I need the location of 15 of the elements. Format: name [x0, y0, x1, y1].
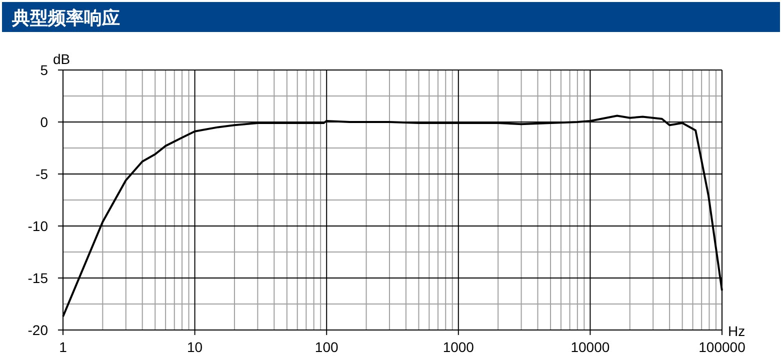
x-tick-label: 100: [314, 339, 338, 355]
y-tick-label: 5: [40, 62, 48, 78]
y-axis-title: dB: [53, 51, 70, 67]
y-tick-label: -10: [28, 218, 48, 234]
y-tick-label: -15: [28, 270, 48, 286]
x-tick-label: 10: [187, 339, 203, 355]
chart-title: 典型频率响应: [11, 8, 120, 28]
x-tick-label: 10000: [570, 339, 610, 355]
x-tick-label: 1000: [442, 339, 474, 355]
x-tick-label: 100000: [698, 339, 746, 355]
y-tick-label: 0: [40, 114, 48, 130]
y-tick-label: -20: [28, 322, 48, 338]
y-tick-label: -5: [36, 166, 48, 182]
x-axis-title: Hz: [728, 323, 746, 339]
x-tick-label: 1: [59, 339, 68, 355]
